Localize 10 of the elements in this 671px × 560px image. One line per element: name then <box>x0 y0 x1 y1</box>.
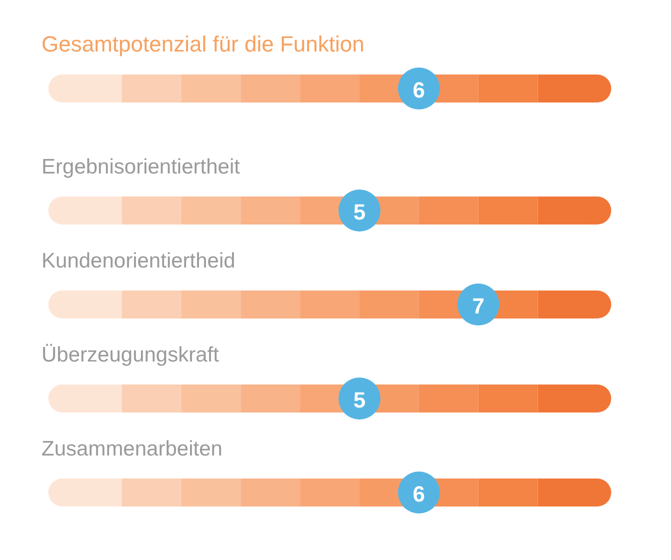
category-label: Ergebnisorientiertheit <box>42 156 240 178</box>
data-label: 5 <box>353 200 366 224</box>
category-label: Zusammenarbeiten <box>42 438 222 460</box>
category-label: Kundenorientiertheid <box>42 250 236 272</box>
data-label: 6 <box>412 482 426 506</box>
category-label: Überzeugungskraft <box>42 344 220 366</box>
text: Gesamtpotenzial für die Funktion <box>42 32 364 56</box>
data-label: 6 <box>412 78 426 102</box>
data-label: 5 <box>353 388 366 412</box>
data-label: 7 <box>472 294 484 318</box>
